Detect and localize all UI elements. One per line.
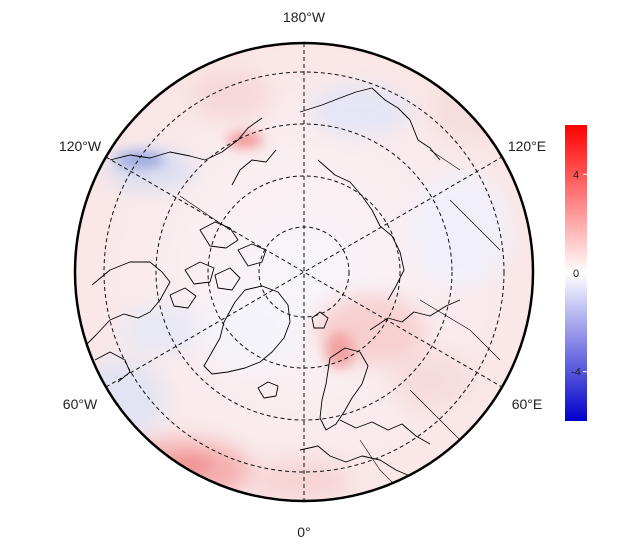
lon-label-180w: 180°W (283, 9, 326, 25)
coastlines (85, 87, 461, 477)
colorbar: 4 0 -4 (565, 125, 587, 421)
map-boundary (73, 41, 535, 503)
lon-label-120e: 120°E (508, 138, 546, 154)
graticule (103, 43, 505, 501)
colorbar-tick-label: -4 (571, 367, 581, 379)
lon-label-60w: 60°W (63, 396, 98, 412)
lon-label-120w: 120°W (59, 138, 102, 154)
colorbar-gradient (565, 125, 587, 421)
lon-label-0: 0° (297, 524, 310, 540)
colorbar-tick-label: 4 (573, 169, 579, 181)
colorbar-ticks: 4 0 -4 (571, 169, 587, 379)
lon-label-60e: 60°E (512, 396, 543, 412)
colorbar-tick-label: 0 (573, 268, 579, 280)
